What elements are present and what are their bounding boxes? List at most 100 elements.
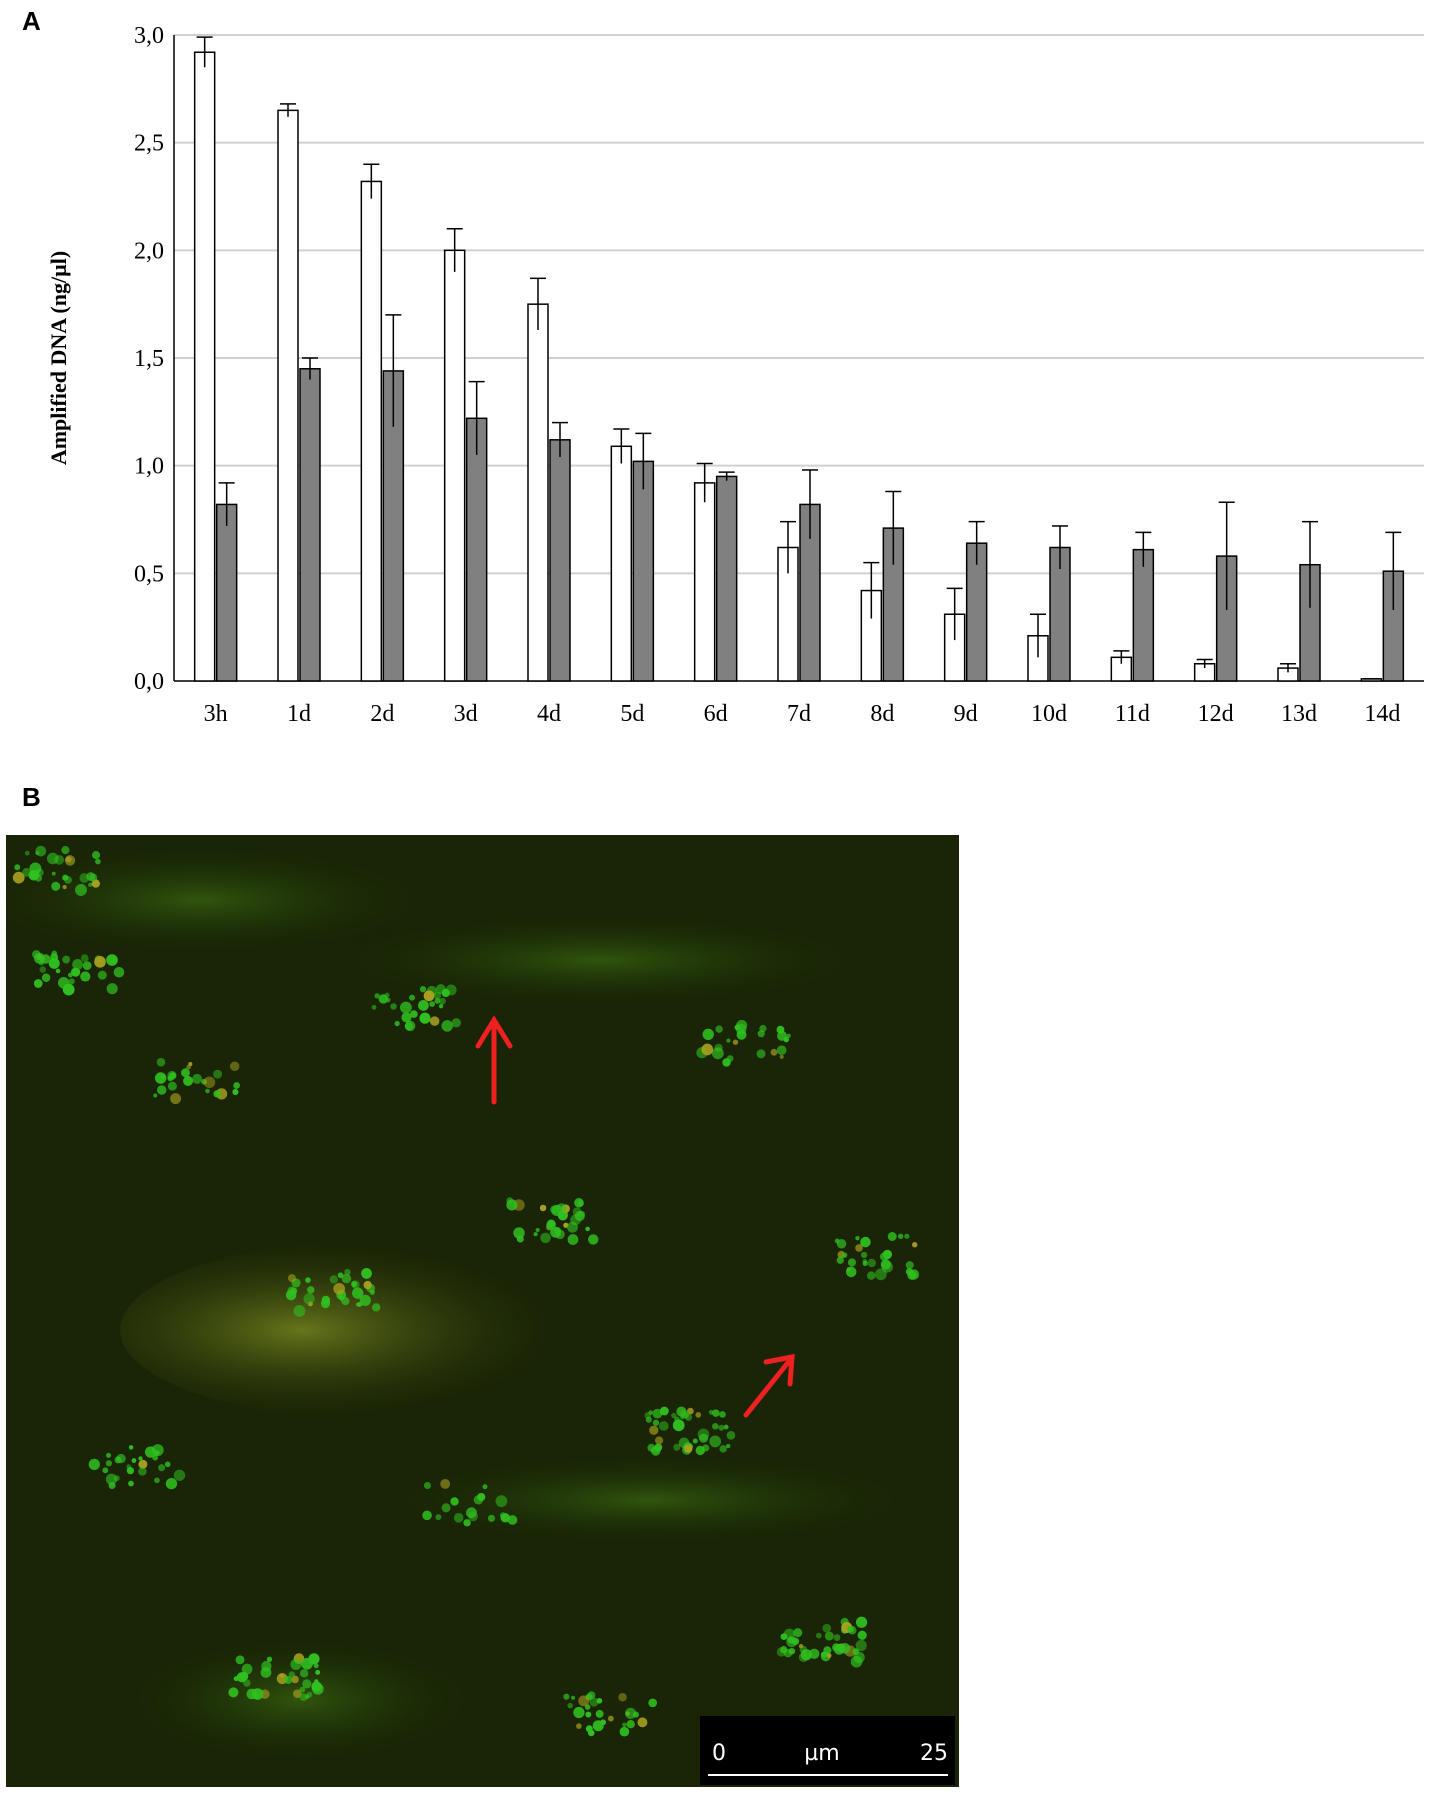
cell	[587, 1691, 596, 1700]
cell	[311, 1681, 322, 1692]
error-bar	[718, 471, 735, 481]
bar	[527, 303, 549, 682]
cell	[645, 1416, 652, 1423]
cell	[482, 1484, 488, 1490]
cell	[466, 1507, 477, 1519]
cell	[874, 1268, 887, 1281]
cell	[658, 1421, 669, 1431]
cell	[92, 851, 101, 860]
cell	[547, 1219, 556, 1228]
bar	[299, 368, 321, 682]
cell	[585, 1226, 590, 1232]
bar	[465, 417, 488, 682]
x-tick-label: 5d	[620, 701, 644, 727]
cell	[337, 1272, 344, 1279]
cell	[836, 1256, 844, 1264]
cell	[62, 955, 71, 964]
bar	[215, 503, 238, 682]
cell	[88, 882, 93, 887]
bar	[277, 109, 299, 682]
cell	[912, 1242, 918, 1248]
cell	[429, 1001, 435, 1007]
x-tick-label: 13d	[1281, 701, 1317, 727]
cell	[595, 1709, 604, 1718]
cell	[305, 1277, 311, 1283]
cell	[648, 1698, 658, 1708]
cell	[24, 850, 30, 856]
cell	[619, 1726, 630, 1737]
error-bar	[552, 421, 568, 458]
cell	[303, 1293, 315, 1305]
cell	[94, 955, 106, 968]
cell	[228, 1687, 239, 1698]
cell	[128, 1445, 134, 1450]
cell	[105, 1473, 118, 1485]
cell	[108, 1482, 116, 1490]
cell	[51, 871, 56, 876]
cell	[361, 1268, 372, 1279]
cell	[770, 1048, 778, 1056]
error-bar	[302, 357, 318, 380]
cell	[138, 1456, 143, 1461]
cell	[439, 997, 446, 1005]
cell	[404, 1022, 413, 1031]
cell	[88, 1458, 100, 1471]
cell	[855, 1244, 863, 1252]
cell	[600, 1719, 607, 1726]
cell	[14, 864, 21, 871]
cell	[106, 954, 118, 966]
cell	[589, 1697, 599, 1707]
cell	[183, 1075, 194, 1086]
error-bar	[468, 380, 485, 455]
cell	[363, 1280, 372, 1290]
cell	[291, 1675, 299, 1684]
cell	[154, 1072, 167, 1084]
cell	[847, 1625, 854, 1633]
cell	[445, 984, 457, 996]
y-tick-label: 1,0	[134, 454, 164, 480]
cell	[290, 1658, 302, 1670]
cell	[158, 1464, 166, 1472]
cell	[671, 1412, 677, 1419]
cell	[75, 884, 87, 896]
cell	[776, 1647, 787, 1657]
cell	[433, 991, 442, 1000]
cell	[399, 1001, 412, 1014]
cell	[554, 1227, 562, 1235]
error-bar	[385, 314, 402, 427]
cell	[106, 1452, 112, 1458]
cell	[718, 1424, 725, 1431]
cell	[695, 1411, 702, 1418]
cell	[673, 1443, 681, 1451]
cell	[203, 1076, 216, 1089]
cell	[293, 1305, 306, 1317]
cell	[243, 1679, 251, 1687]
cell	[170, 1093, 182, 1105]
cell	[824, 1631, 834, 1641]
cell	[301, 1657, 313, 1670]
cell	[341, 1273, 352, 1284]
cell	[533, 1232, 538, 1237]
cell	[450, 1497, 459, 1506]
bar	[360, 180, 383, 682]
cell	[97, 970, 107, 980]
cell	[905, 1261, 914, 1270]
cell	[507, 1515, 518, 1525]
cell	[113, 966, 125, 978]
cell	[32, 950, 41, 959]
error-bar	[280, 103, 296, 117]
y-axis-label: Amplified DNA (ng/µl)	[46, 251, 71, 465]
cell	[786, 1033, 791, 1038]
scale-label: 0	[712, 1741, 726, 1766]
cell	[374, 993, 380, 999]
error-bar	[1113, 650, 1130, 664]
scale-bar: 0 µm 25	[700, 1716, 955, 1785]
cell	[860, 1251, 868, 1259]
y-tick-label: 0,5	[134, 561, 164, 587]
cell	[826, 1653, 832, 1658]
cell	[235, 1655, 245, 1665]
cell	[80, 971, 91, 982]
cell	[487, 1514, 496, 1522]
cell	[307, 1286, 315, 1294]
cell	[516, 1235, 524, 1243]
